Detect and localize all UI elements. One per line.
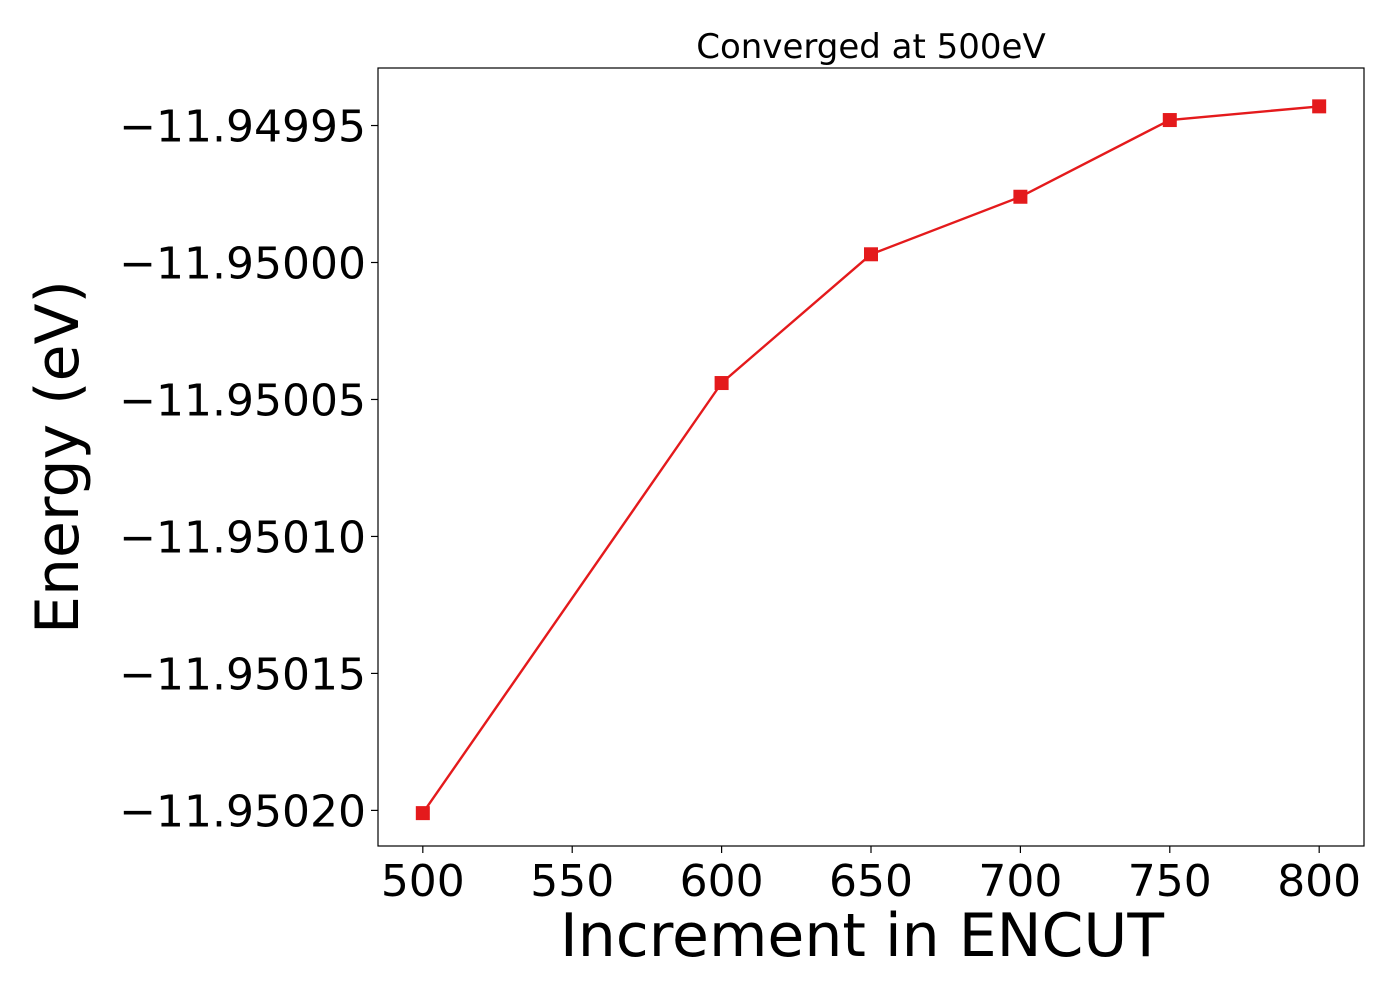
y-tick-label: −11.95015 — [119, 649, 366, 700]
plot-frame — [377, 67, 1365, 847]
y-axis: −11.95020 −11.95015 −11.95010 −11.95005 −11.… — [119, 102, 378, 837]
x-tick-label: 650 — [829, 856, 913, 907]
data-point-marker — [1013, 189, 1028, 204]
plot-area — [377, 67, 1365, 847]
y-tick-label: −11.95020 — [119, 786, 366, 837]
y-tick-label: −11.95010 — [119, 512, 366, 563]
x-axis-title: Increment in ENCUT — [560, 901, 1164, 971]
x-tick-label: 500 — [381, 856, 465, 907]
x-axis: 500 550 600 650 700 750 800 — [381, 846, 1361, 907]
x-tick-label: 800 — [1277, 856, 1361, 907]
data-point-marker — [1162, 113, 1177, 128]
data-point-marker — [415, 806, 430, 821]
y-tick-label: −11.94995 — [119, 102, 366, 153]
y-tick-label: −11.95005 — [119, 375, 366, 426]
x-tick-label: 550 — [530, 856, 614, 907]
series-layer — [415, 99, 1327, 821]
data-point-marker — [864, 247, 878, 262]
data-point-marker — [714, 376, 729, 391]
data-point-marker — [1312, 99, 1327, 114]
x-tick-label: 700 — [978, 856, 1062, 907]
x-tick-label: 600 — [680, 856, 764, 907]
series-line — [421, 105, 1320, 814]
y-tick-label: −11.95000 — [119, 239, 366, 290]
y-axis-title: Energy (eV) — [23, 280, 93, 634]
chart-title: Converged at 500eV — [696, 27, 1045, 67]
x-tick-label: 750 — [1128, 856, 1212, 907]
